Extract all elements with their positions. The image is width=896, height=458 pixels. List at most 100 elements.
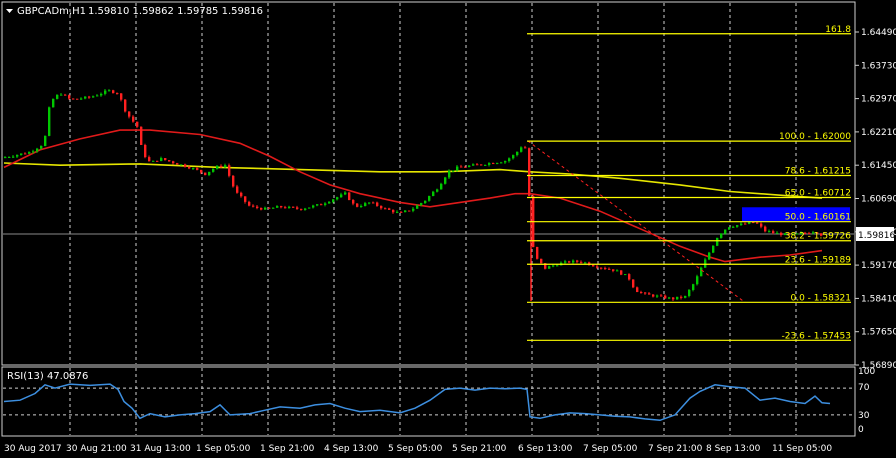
candle-body bbox=[496, 162, 499, 164]
triangle-down-icon[interactable] bbox=[6, 9, 13, 13]
candle-body bbox=[608, 268, 611, 270]
price-tick-label: 1.59170 bbox=[861, 261, 896, 271]
candle-body bbox=[388, 208, 391, 210]
candle-body bbox=[364, 203, 367, 206]
fibonacci-retracement[interactable]: 161.8 100.0 - 1.62000 78.6 - 1.61215 65.0 -… bbox=[527, 25, 851, 342]
rsi-line bbox=[3, 383, 831, 422]
candle-body bbox=[220, 165, 223, 168]
ohlc-readout: 1.59810 1.59862 1.59785 1.59816 bbox=[88, 6, 263, 17]
time-tick-label: 8 Sep 13:00 bbox=[706, 444, 761, 454]
rsi-panel[interactable] bbox=[1, 366, 856, 437]
candle-body bbox=[640, 292, 643, 294]
current-price-badge bbox=[856, 227, 894, 241]
candle-body bbox=[628, 274, 631, 280]
candle-body bbox=[612, 269, 615, 271]
candle-body bbox=[200, 169, 203, 173]
candle-body bbox=[688, 289, 691, 296]
time-tick-label: 4 Sep 13:00 bbox=[324, 444, 379, 454]
candle-body bbox=[360, 205, 363, 207]
candle-body bbox=[4, 157, 7, 159]
candle-body bbox=[708, 252, 711, 260]
rsi-tick-label: 0 bbox=[858, 425, 864, 435]
candle-body bbox=[32, 151, 35, 153]
candle-body bbox=[320, 204, 323, 206]
candle-body bbox=[120, 93, 123, 100]
candle-body bbox=[204, 172, 207, 176]
supply-zone-rectangle[interactable] bbox=[742, 207, 850, 222]
price-tick-label: 1.56890 bbox=[861, 361, 896, 371]
fib-level-label: 50.0 - 1.60161 bbox=[785, 213, 851, 223]
candle-body bbox=[632, 279, 635, 288]
candle-body bbox=[492, 163, 495, 165]
candle-body bbox=[112, 90, 115, 94]
candle-body bbox=[392, 209, 395, 213]
candle-body bbox=[476, 164, 479, 166]
candle-body bbox=[512, 155, 515, 159]
time-tick-label: 30 Aug 21:00 bbox=[66, 444, 127, 454]
price-tick-label: 1.60690 bbox=[861, 195, 896, 205]
candle-body bbox=[176, 163, 179, 165]
candle-body bbox=[184, 164, 187, 167]
candle-body bbox=[544, 263, 547, 269]
time-tick-label: 7 Sep 21:00 bbox=[648, 444, 703, 454]
candle-body bbox=[772, 231, 775, 233]
candle-body bbox=[748, 222, 751, 224]
candle-body bbox=[664, 295, 667, 299]
candle-body bbox=[208, 171, 211, 176]
price-chart-panel[interactable] bbox=[1, 1, 856, 366]
fib-level-label: 38.2 - 1.59726 bbox=[785, 232, 851, 242]
candle-body bbox=[224, 165, 227, 168]
candle-body bbox=[564, 261, 567, 263]
candle-body bbox=[584, 262, 587, 264]
candle-body bbox=[636, 287, 639, 293]
candle-body bbox=[728, 227, 731, 230]
candle-body bbox=[680, 296, 683, 298]
candle-body bbox=[164, 158, 167, 161]
candle-body bbox=[720, 233, 723, 238]
candle-body bbox=[292, 206, 295, 208]
candle-body bbox=[624, 274, 627, 276]
candle-body bbox=[436, 189, 439, 192]
candle-body bbox=[80, 98, 83, 100]
candle-body bbox=[240, 192, 243, 197]
fib-level-label: 100.0 - 1.62000 bbox=[779, 132, 851, 142]
candle-body bbox=[644, 292, 647, 294]
candle-body bbox=[696, 276, 699, 285]
candle-body bbox=[712, 245, 715, 253]
candle-body bbox=[456, 166, 459, 171]
candle-body bbox=[660, 295, 663, 297]
candle-body bbox=[704, 259, 707, 268]
candle-body bbox=[132, 116, 135, 122]
candle-body bbox=[368, 202, 371, 204]
candle-body bbox=[556, 265, 559, 267]
candle-body bbox=[484, 164, 487, 166]
candle-body bbox=[552, 265, 555, 267]
candle-body bbox=[148, 157, 151, 162]
candle-body bbox=[448, 170, 451, 178]
candle-body bbox=[796, 233, 799, 235]
candle-body bbox=[816, 232, 819, 234]
candle-body bbox=[124, 99, 127, 112]
candle-body bbox=[416, 205, 419, 209]
symbol-label: GBPCADm,H1 bbox=[17, 6, 86, 17]
candle-body bbox=[104, 90, 107, 94]
candle-body bbox=[332, 199, 335, 202]
candle-body bbox=[520, 147, 523, 152]
candle-body bbox=[160, 158, 163, 162]
candle-body bbox=[36, 148, 39, 152]
price-tick-label: 1.58410 bbox=[861, 294, 896, 304]
grid-lines bbox=[3, 3, 854, 435]
candle-body bbox=[464, 166, 467, 168]
fib-level-label: 0.0 - 1.58321 bbox=[791, 293, 852, 303]
fib-level-label: 23.6 - 1.59189 bbox=[785, 255, 851, 265]
candle-body bbox=[404, 210, 407, 213]
candle-body bbox=[316, 204, 319, 206]
candle-body bbox=[52, 98, 55, 108]
fib-level-label: -23.6 - 1.57453 bbox=[782, 331, 851, 341]
candle-body bbox=[272, 207, 275, 209]
candle-body bbox=[376, 202, 379, 206]
candle-body bbox=[232, 175, 235, 187]
candle-body bbox=[768, 231, 771, 233]
candle-body bbox=[432, 191, 435, 197]
